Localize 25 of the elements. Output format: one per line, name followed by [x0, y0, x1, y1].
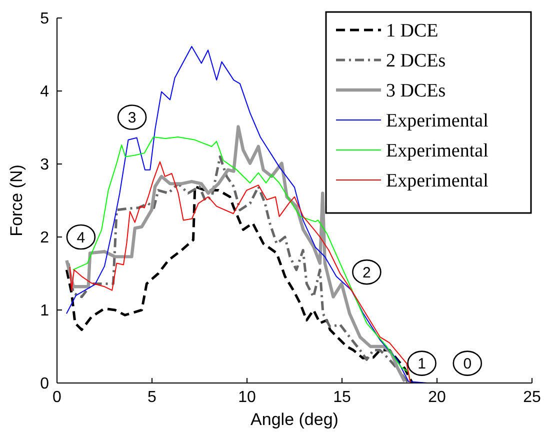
x-axis-title: Angle (deg) — [250, 410, 338, 429]
x-tick-label: 25 — [523, 389, 541, 406]
x-tick-label: 5 — [148, 389, 157, 406]
x-tick-label: 0 — [52, 389, 62, 406]
y-tick-label: 0 — [40, 376, 50, 393]
y-tick-label: 5 — [40, 10, 50, 28]
legend-label: Experimental — [386, 140, 488, 162]
annotation: 4 — [76, 229, 86, 246]
legend-label: 2 DCEs — [386, 50, 446, 72]
y-tick-label: 3 — [40, 156, 50, 174]
x-tick-label: 20 — [428, 389, 446, 406]
annotation: 0 — [463, 356, 472, 373]
legend-label: Experimental — [386, 170, 488, 192]
y-tick-label: 1 — [40, 302, 50, 320]
x-tick-label: 15 — [333, 389, 351, 406]
y-tick-label: 2 — [40, 230, 50, 247]
y-tick-label: 4 — [40, 84, 50, 101]
annotation: 1 — [418, 356, 426, 373]
legend-label: Experimental — [386, 110, 488, 132]
annotation: 3 — [128, 110, 136, 127]
x-tick-label: 10 — [238, 389, 256, 406]
annotation: 2 — [362, 264, 371, 282]
legend-label: 3 DCEs — [386, 80, 446, 102]
y-axis-title: Force (N) — [7, 164, 26, 236]
legend-label: 1 DCE — [386, 20, 438, 42]
